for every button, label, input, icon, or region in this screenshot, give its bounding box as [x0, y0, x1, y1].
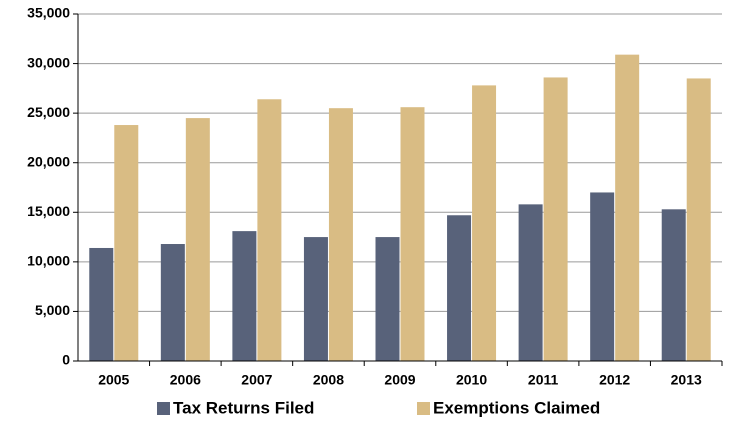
bar — [400, 107, 425, 362]
legend-label: Exemptions Claimed — [433, 398, 600, 417]
bar — [328, 108, 353, 361]
y-tick-label: 35,000 — [27, 5, 70, 21]
bar — [472, 85, 497, 361]
x-tick-label: 2005 — [98, 372, 129, 388]
legend-label: Tax Returns Filed — [173, 398, 314, 417]
bar — [590, 192, 615, 361]
y-tick-label: 20,000 — [27, 153, 70, 169]
x-tick-label: 2012 — [599, 372, 630, 388]
y-tick-label: 15,000 — [27, 203, 70, 219]
y-tick-label: 5,000 — [35, 302, 70, 318]
bar — [89, 247, 114, 361]
bar — [518, 204, 543, 361]
bar — [185, 118, 210, 361]
bar — [447, 215, 472, 361]
x-tick-label: 2006 — [170, 372, 201, 388]
x-tick-label: 2008 — [313, 372, 344, 388]
legend: Tax Returns Filed Exemptions Claimed — [157, 398, 600, 417]
x-tick-label: 2010 — [456, 372, 487, 388]
bar — [543, 77, 568, 362]
x-tick-label: 2009 — [384, 372, 415, 388]
bar — [160, 244, 185, 361]
x-tick-label: 2007 — [241, 372, 272, 388]
bar — [661, 209, 686, 361]
x-tick-label: 2011 — [528, 372, 559, 388]
bar — [232, 231, 257, 361]
y-tick-label: 10,000 — [27, 253, 70, 269]
bar — [375, 237, 400, 361]
y-tick-label: 25,000 — [27, 104, 70, 120]
bar — [686, 78, 711, 361]
y-tick-label: 0 — [62, 352, 70, 368]
bar — [257, 99, 282, 362]
y-tick-label: 30,000 — [27, 54, 70, 70]
bar — [114, 125, 139, 361]
x-tick-label: 2013 — [671, 372, 702, 388]
legend-swatch — [157, 402, 170, 415]
bar — [615, 54, 640, 362]
bar — [303, 237, 328, 361]
legend-swatch — [417, 402, 430, 415]
